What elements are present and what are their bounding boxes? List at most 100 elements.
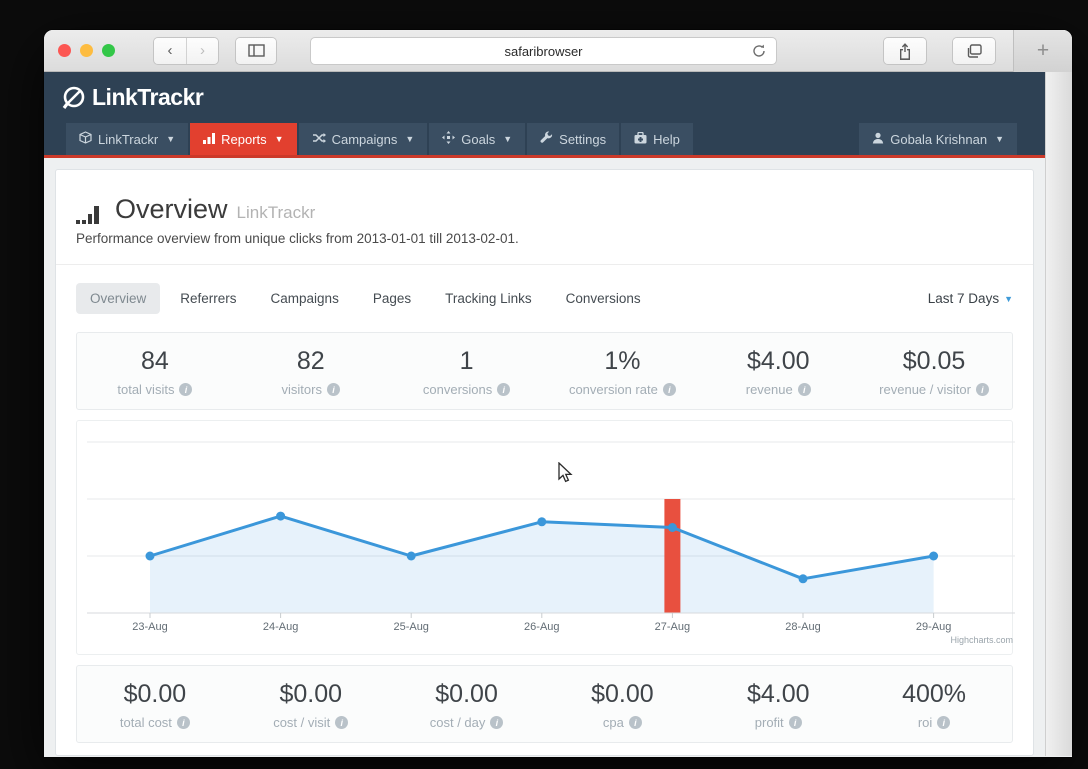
tab-overview[interactable]: Overview bbox=[76, 283, 161, 314]
user-menu[interactable]: Gobala Krishnan ▼ bbox=[859, 123, 1017, 155]
tab-campaigns[interactable]: Campaigns bbox=[270, 291, 339, 306]
stat-total-cost: $0.00 total cost i bbox=[77, 680, 233, 730]
stat-label: roi i bbox=[856, 715, 1012, 730]
info-icon[interactable]: i bbox=[335, 716, 349, 729]
minimize-window-button[interactable] bbox=[80, 44, 93, 57]
stat-label: visitors i bbox=[233, 382, 389, 397]
share-icon bbox=[900, 42, 910, 60]
page-title: Overview bbox=[115, 194, 228, 224]
forward-button[interactable]: › bbox=[186, 37, 218, 64]
svg-text:Highcharts.com: Highcharts.com bbox=[950, 635, 1013, 645]
user-name: Gobala Krishnan bbox=[890, 131, 988, 147]
back-button[interactable]: ‹ bbox=[154, 37, 186, 64]
svg-text:24-Aug: 24-Aug bbox=[263, 621, 298, 633]
signal-bars-icon bbox=[76, 206, 99, 224]
info-icon[interactable]: i bbox=[490, 716, 504, 729]
info-icon[interactable]: i bbox=[937, 716, 951, 729]
stat-value: 1% bbox=[604, 347, 641, 375]
svg-text:25-Aug: 25-Aug bbox=[393, 621, 428, 633]
chevron-down-icon: ▼ bbox=[405, 134, 415, 144]
date-range-label: Last 7 Days bbox=[927, 291, 1000, 306]
page-background: Overview LinkTrackr Performance overview… bbox=[44, 158, 1045, 756]
nav-item-label: Reports bbox=[221, 131, 267, 147]
scrollbar-track[interactable] bbox=[1045, 72, 1072, 756]
stat-value: $0.00 bbox=[591, 680, 654, 708]
stat-value: 400% bbox=[902, 680, 967, 708]
chevron-down-icon: ▼ bbox=[274, 134, 284, 144]
info-icon[interactable]: i bbox=[497, 383, 511, 396]
visits-chart: 23-Aug 24-Aug 25-Aug 26-Aug 27-Aug 28-Aug 29-A… bbox=[76, 420, 1015, 655]
stat-value: $4.00 bbox=[746, 347, 810, 375]
stat-roi: 400% roi i bbox=[856, 680, 1012, 730]
svg-text:28-Aug: 28-Aug bbox=[785, 621, 820, 633]
stat-label: total cost i bbox=[77, 715, 233, 730]
info-icon[interactable]: i bbox=[326, 383, 340, 396]
zoom-window-button[interactable] bbox=[102, 44, 115, 57]
stat-value: $0.00 bbox=[279, 680, 343, 708]
chevron-down-icon: ▼ bbox=[503, 134, 513, 144]
stat-value: 82 bbox=[296, 347, 325, 375]
info-icon[interactable]: i bbox=[975, 383, 989, 396]
close-window-button[interactable] bbox=[58, 44, 71, 57]
tab-overview-button[interactable] bbox=[953, 38, 995, 64]
page-subtitle: Performance overview from unique clicks … bbox=[76, 231, 519, 246]
goals-icon bbox=[442, 131, 456, 147]
sidebar-toggle-button[interactable] bbox=[236, 37, 276, 64]
nav-item-reports[interactable]: Reports ▼ bbox=[190, 123, 297, 155]
nav-item-label: LinkTrackr bbox=[98, 131, 159, 147]
user-icon bbox=[872, 132, 884, 147]
cube-icon bbox=[79, 131, 92, 147]
stat-cpa: $0.00 cpa i bbox=[544, 680, 700, 730]
nav-item-campaigns[interactable]: Campaigns ▼ bbox=[298, 123, 428, 155]
app-header: LinkTrackr LinkTrackr ▼ Reports ▼ Campaigns ▼… bbox=[44, 72, 1045, 158]
browser-toolbar: ‹ › safaribrowser bbox=[44, 30, 1072, 72]
medkit-icon bbox=[634, 131, 647, 147]
stats-row-bottom: $0.00 total cost i $0.00 cost / visit i $0.0… bbox=[76, 665, 1013, 743]
report-tabs: Overview Referrers Campaigns Pages Tracking … bbox=[56, 265, 1033, 326]
stat-value: $0.00 bbox=[435, 680, 498, 708]
info-icon[interactable]: i bbox=[788, 716, 802, 729]
stat-label: cost / visit i bbox=[233, 715, 389, 730]
share-button[interactable] bbox=[884, 38, 926, 64]
stat-value: 84 bbox=[141, 347, 169, 375]
content-card: Overview LinkTrackr Performance overview… bbox=[55, 169, 1034, 756]
info-icon[interactable]: i bbox=[176, 716, 190, 729]
stat-label: cost / day i bbox=[389, 715, 545, 730]
nav-item-help[interactable]: Help bbox=[621, 123, 693, 155]
address-bar[interactable]: safaribrowser bbox=[310, 37, 777, 65]
new-tab-button[interactable]: + bbox=[1013, 30, 1072, 72]
nav-item-settings[interactable]: Settings bbox=[527, 123, 620, 155]
shuffle-icon bbox=[312, 132, 326, 147]
svg-text:29-Aug: 29-Aug bbox=[916, 621, 951, 633]
nav-item-linktrackr[interactable]: LinkTrackr ▼ bbox=[66, 123, 189, 155]
stat-cost-visit: $0.00 cost / visit i bbox=[233, 680, 389, 730]
info-icon[interactable]: i bbox=[179, 383, 193, 396]
stat-value: $0.00 bbox=[123, 680, 187, 708]
tab-conversions[interactable]: Conversions bbox=[565, 291, 641, 306]
reload-icon[interactable] bbox=[751, 43, 767, 59]
info-icon[interactable]: i bbox=[662, 383, 676, 396]
info-icon[interactable]: i bbox=[628, 716, 642, 729]
chart-plot-area[interactable]: 23-Aug 24-Aug 25-Aug 26-Aug 27-Aug 28-Aug 29-A… bbox=[77, 421, 1015, 654]
stat-conversions: 1 conversions i bbox=[389, 347, 545, 397]
stat-total-visits: 84 total visits i bbox=[77, 347, 233, 397]
svg-text:26-Aug: 26-Aug bbox=[524, 621, 559, 633]
nav-item-label: Campaigns bbox=[331, 131, 398, 147]
nav-item-goals[interactable]: Goals ▼ bbox=[429, 123, 526, 155]
stat-label: total visits i bbox=[77, 382, 233, 397]
stat-visitors: 82 visitors i bbox=[233, 347, 389, 397]
page-header: Overview LinkTrackr Performance overview… bbox=[56, 170, 1033, 265]
traffic-lights bbox=[58, 44, 115, 57]
stat-label: conversions i bbox=[389, 382, 545, 397]
chevron-down-icon: ▼ bbox=[1004, 293, 1013, 304]
app-logo[interactable]: LinkTrackr bbox=[60, 84, 204, 112]
tab-pages[interactable]: Pages bbox=[372, 291, 412, 306]
date-range-selector[interactable]: Last 7 Days ▼ bbox=[928, 291, 1013, 306]
stat-cost-day: $0.00 cost / day i bbox=[389, 680, 545, 730]
info-icon[interactable]: i bbox=[797, 383, 811, 396]
tab-tracking-links[interactable]: Tracking Links bbox=[445, 291, 532, 306]
stat-label: cpa i bbox=[544, 715, 700, 730]
stats-row-top: 84 total visits i 82 visitors i 1 conversions… bbox=[76, 332, 1013, 410]
address-bar-text: safaribrowser bbox=[504, 43, 583, 59]
tab-referrers[interactable]: Referrers bbox=[180, 291, 237, 306]
